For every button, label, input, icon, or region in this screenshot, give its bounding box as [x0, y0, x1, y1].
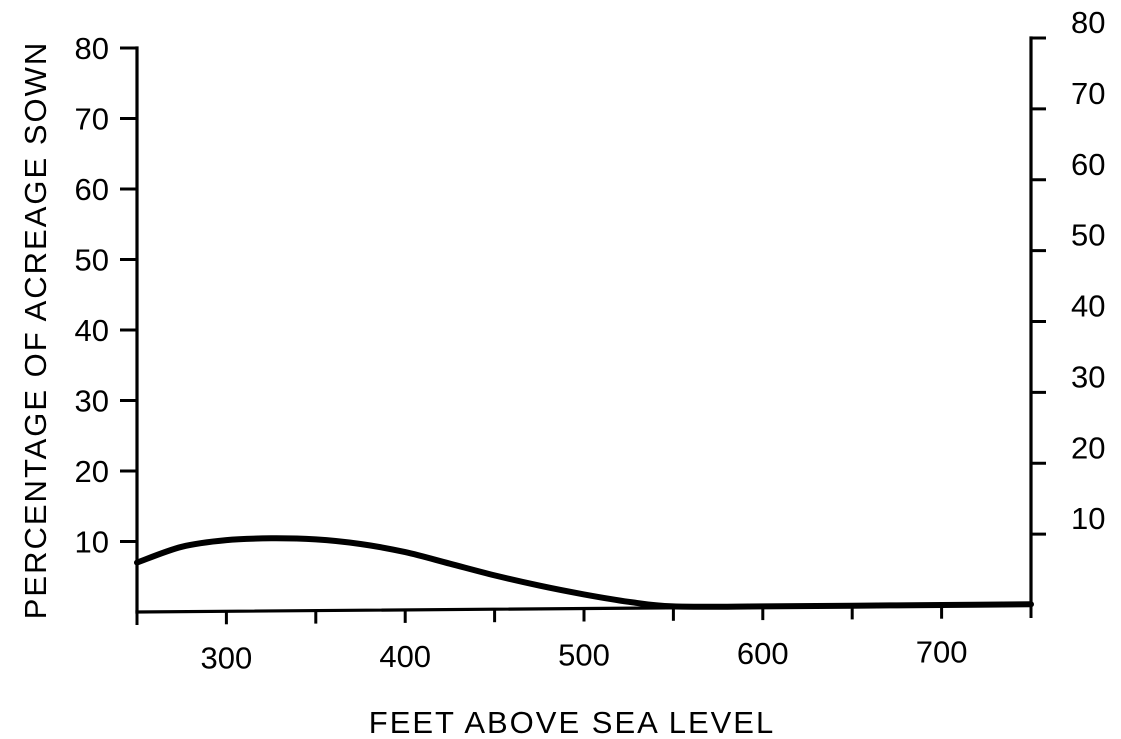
right-y-axis-ticks: 10 20 30 40 50 60 70 80	[1031, 5, 1105, 536]
right-y-tick-label: 60	[1071, 147, 1105, 182]
left-y-tick-label: 10	[75, 525, 109, 560]
x-tick-label: 300	[201, 640, 253, 675]
right-y-tick-label: 80	[1071, 5, 1105, 40]
left-y-tick-label: 40	[75, 313, 109, 348]
right-y-tick-label: 50	[1071, 218, 1105, 253]
right-y-tick-label: 10	[1071, 501, 1105, 536]
x-tick-label: 700	[916, 635, 968, 670]
right-y-tick-label: 20	[1071, 430, 1105, 465]
left-y-tick-label: 60	[75, 172, 109, 207]
x-tick-label: 500	[558, 638, 610, 673]
left-y-tick-label: 50	[75, 243, 109, 278]
series-group	[134, 535, 1034, 610]
x-tick-label: 600	[737, 636, 789, 671]
right-y-tick-label: 70	[1071, 76, 1105, 111]
left-y-tick-label: 70	[75, 102, 109, 137]
series-line	[134, 535, 1034, 610]
left-y-tick-label: 20	[75, 454, 109, 489]
x-tick-label: 400	[379, 639, 431, 674]
left-y-axis-ticks: 10 20 30 40 50 60 70 80	[75, 31, 137, 560]
left-y-tick-label: 80	[75, 31, 109, 66]
x-axis-title: FEET ABOVE SEA LEVEL	[369, 705, 775, 739]
chart-axes	[135, 36, 1033, 614]
x-axis-ticks: 300 400 500 600 700	[135, 605, 1033, 675]
right-y-tick-label: 30	[1071, 359, 1105, 394]
left-y-tick-label: 30	[75, 384, 109, 419]
right-y-tick-label: 40	[1071, 289, 1105, 324]
y-axis-title: PERCENTAGE OF ACREAGE SOWN	[18, 41, 53, 620]
